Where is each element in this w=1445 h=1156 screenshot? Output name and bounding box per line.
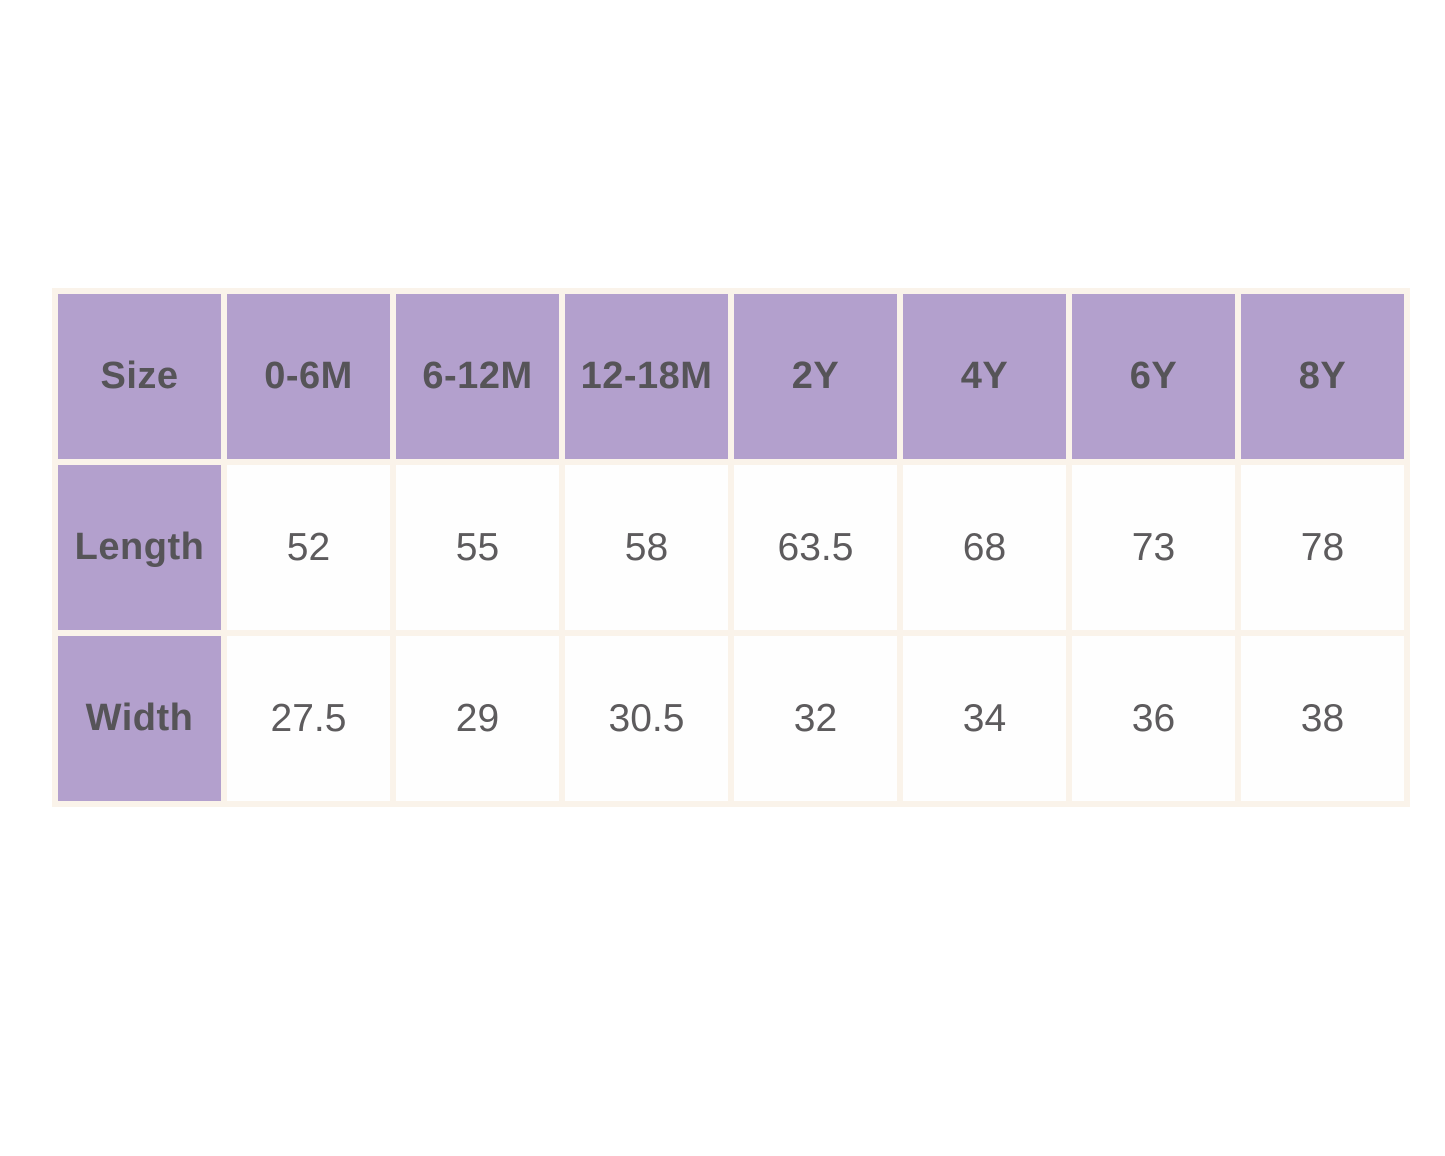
header-cell-8y: 8Y	[1241, 294, 1404, 459]
header-cell-2y: 2Y	[734, 294, 897, 459]
row-header-length: Length	[58, 465, 221, 630]
width-cell-4y: 34	[903, 636, 1066, 801]
width-cell-12-18m: 30.5	[565, 636, 728, 801]
header-cell-0-6m: 0-6M	[227, 294, 390, 459]
length-cell-6-12m: 55	[396, 465, 559, 630]
header-cell-12-18m: 12-18M	[565, 294, 728, 459]
length-cell-0-6m: 52	[227, 465, 390, 630]
length-cell-6y: 73	[1072, 465, 1235, 630]
size-chart-container: Size 0-6M 6-12M 12-18M 2Y 4Y 6Y 8Y Lengt…	[52, 288, 1410, 807]
table-row-width: Width 27.5 29 30.5 32 34 36 38	[58, 636, 1404, 801]
length-cell-4y: 68	[903, 465, 1066, 630]
size-chart-table: Size 0-6M 6-12M 12-18M 2Y 4Y 6Y 8Y Lengt…	[52, 288, 1410, 807]
length-cell-8y: 78	[1241, 465, 1404, 630]
length-cell-2y: 63.5	[734, 465, 897, 630]
width-cell-6y: 36	[1072, 636, 1235, 801]
width-cell-8y: 38	[1241, 636, 1404, 801]
width-cell-0-6m: 27.5	[227, 636, 390, 801]
header-cell-6-12m: 6-12M	[396, 294, 559, 459]
header-cell-4y: 4Y	[903, 294, 1066, 459]
header-row: Size 0-6M 6-12M 12-18M 2Y 4Y 6Y 8Y	[58, 294, 1404, 459]
header-cell-size: Size	[58, 294, 221, 459]
length-cell-12-18m: 58	[565, 465, 728, 630]
table-row-length: Length 52 55 58 63.5 68 73 78	[58, 465, 1404, 630]
header-cell-6y: 6Y	[1072, 294, 1235, 459]
width-cell-6-12m: 29	[396, 636, 559, 801]
width-cell-2y: 32	[734, 636, 897, 801]
row-header-width: Width	[58, 636, 221, 801]
